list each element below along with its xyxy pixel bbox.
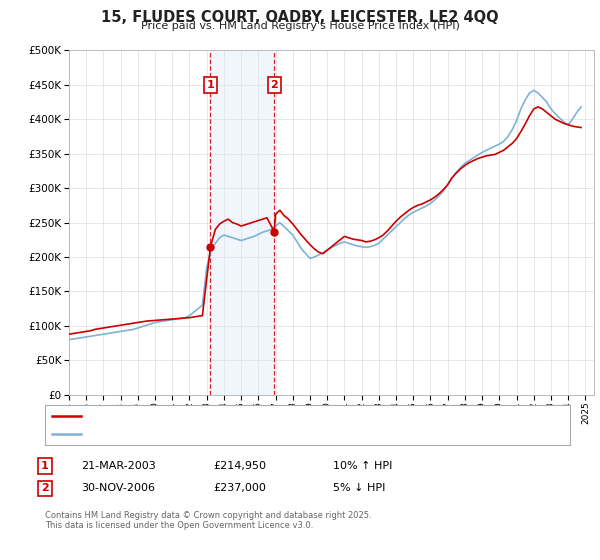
Text: 30-NOV-2006: 30-NOV-2006 <box>81 483 155 493</box>
Text: Price paid vs. HM Land Registry's House Price Index (HPI): Price paid vs. HM Land Registry's House … <box>140 21 460 31</box>
Text: £214,950: £214,950 <box>213 461 266 471</box>
Text: 10% ↑ HPI: 10% ↑ HPI <box>333 461 392 471</box>
Text: HPI: Average price, detached house, Oadby and Wigston: HPI: Average price, detached house, Oadb… <box>88 430 365 439</box>
Text: 21-MAR-2003: 21-MAR-2003 <box>81 461 156 471</box>
Text: 2: 2 <box>41 483 49 493</box>
Text: 2: 2 <box>271 80 278 90</box>
Text: 15, FLUDES COURT, OADBY, LEICESTER, LE2 4QQ: 15, FLUDES COURT, OADBY, LEICESTER, LE2 … <box>101 10 499 25</box>
Bar <box>211 50 274 395</box>
Text: 15, FLUDES COURT, OADBY, LEICESTER, LE2 4QQ (detached house): 15, FLUDES COURT, OADBY, LEICESTER, LE2 … <box>88 411 418 421</box>
Text: £237,000: £237,000 <box>213 483 266 493</box>
Text: 1: 1 <box>206 80 214 90</box>
Text: Contains HM Land Registry data © Crown copyright and database right 2025.
This d: Contains HM Land Registry data © Crown c… <box>45 511 371 530</box>
Text: 1: 1 <box>41 461 49 471</box>
Text: 5% ↓ HPI: 5% ↓ HPI <box>333 483 385 493</box>
